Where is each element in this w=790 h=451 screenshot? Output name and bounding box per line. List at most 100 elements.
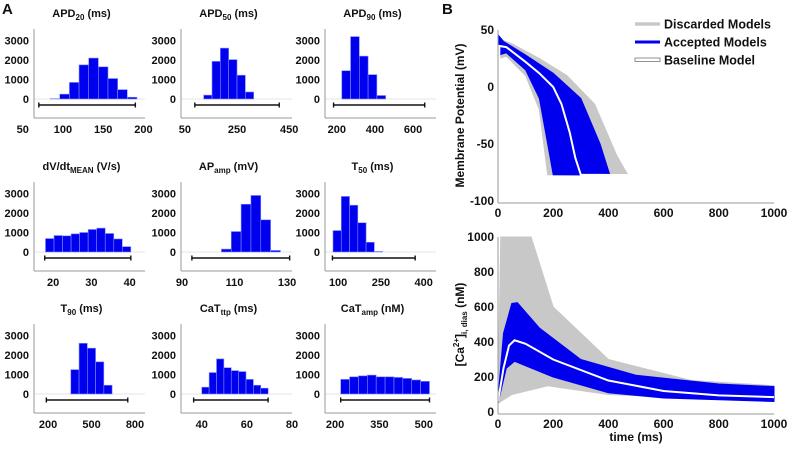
histogram-bar xyxy=(333,231,341,252)
histogram-bar xyxy=(231,232,241,252)
y-tick-label: 3000 xyxy=(5,331,29,343)
y-tick-label: 1000 xyxy=(5,75,29,87)
x-tick-label: 30 xyxy=(85,277,97,289)
histogram-bar xyxy=(54,236,63,252)
histogram-bar xyxy=(69,82,79,99)
histogram-bar xyxy=(271,250,281,252)
y-tick-label: 2000 xyxy=(152,208,176,220)
x-tick-label: 100 xyxy=(329,277,347,289)
legend-entry: Discarded Models xyxy=(664,18,771,32)
x-tick-label: 130 xyxy=(278,277,296,289)
histogram-bar xyxy=(60,94,70,99)
y-tick-label: 1000 xyxy=(5,370,29,382)
legend-swatch xyxy=(635,58,660,62)
x-tick-label: 200 xyxy=(543,206,563,220)
histogram-bar xyxy=(376,377,385,394)
histogram-bar xyxy=(71,234,80,252)
histogram-bar xyxy=(221,249,231,252)
histogram-bar xyxy=(394,377,403,394)
y-tick-label: 1000 xyxy=(152,228,176,240)
histogram-bar xyxy=(237,75,245,99)
y-tick-label: 400 xyxy=(474,335,494,349)
y-tick-label: 600 xyxy=(474,300,494,314)
y-tick-label: 0 xyxy=(170,247,176,259)
x-tick-label: 200 xyxy=(134,124,152,136)
histogram-bar xyxy=(217,359,224,394)
histogram-bar xyxy=(377,95,386,99)
histogram-bar xyxy=(63,236,72,252)
x-tick-label: 400 xyxy=(598,417,618,431)
x-tick-label: 800 xyxy=(709,206,729,220)
y-tick-label: 0 xyxy=(487,80,494,94)
y-tick-label: 2000 xyxy=(5,55,29,67)
histogram-title: APD20 (ms) xyxy=(52,8,111,22)
y-tick-label: 3000 xyxy=(296,36,320,48)
y-tick-label: 0 xyxy=(314,247,320,259)
y-tick-label: 2000 xyxy=(152,55,176,67)
histogram-bar xyxy=(359,56,368,99)
histogram-bar xyxy=(351,37,360,99)
histogram-bar xyxy=(350,205,358,252)
histogram-bar xyxy=(241,204,251,252)
y-tick-label: 3000 xyxy=(152,189,176,201)
histogram-bar xyxy=(358,376,367,394)
histogram-bar xyxy=(253,385,260,394)
y-axis-label: [Ca2+]i, dias (nM) xyxy=(452,283,469,367)
y-tick-label: 2000 xyxy=(5,350,29,362)
x-tick-label: 250 xyxy=(228,124,246,136)
histogram-bar xyxy=(122,247,131,252)
histogram-bar xyxy=(204,95,212,99)
x-tick-label: 400 xyxy=(598,206,618,220)
histogram-bar xyxy=(246,379,253,394)
x-tick-label: 400 xyxy=(366,124,384,136)
y-tick-label: 200 xyxy=(474,370,494,384)
y-tick-label: 2000 xyxy=(5,208,29,220)
x-tick-label: 40 xyxy=(124,277,136,289)
y-tick-label: 0 xyxy=(487,405,494,419)
y-tick-label: 0 xyxy=(314,94,320,106)
histogram-bar xyxy=(403,378,412,394)
x-tick-label: 600 xyxy=(654,417,674,431)
x-tick-label: 600 xyxy=(654,206,674,220)
y-tick-label: 3000 xyxy=(296,331,320,343)
y-tick-label: 3000 xyxy=(5,36,29,48)
legend-entry: Baseline Model xyxy=(664,54,755,68)
x-tick-label: 350 xyxy=(370,419,388,431)
histogram-bar xyxy=(224,368,231,394)
x-tick-label: 600 xyxy=(404,124,422,136)
x-tick-label: 200 xyxy=(543,417,563,431)
x-tick-label: 500 xyxy=(415,419,433,431)
histogram-bar xyxy=(421,381,430,394)
histogram-bar xyxy=(385,377,394,394)
histogram-bar xyxy=(118,90,128,99)
y-tick-label: 3000 xyxy=(5,189,29,201)
x-tick-label: 500 xyxy=(82,419,100,431)
x-tick-label: 200 xyxy=(326,419,344,431)
x-tick-label: 200 xyxy=(39,419,57,431)
histogram-title: APamp (mV) xyxy=(199,161,259,175)
histogram-title: APD90 (ms) xyxy=(343,8,402,22)
histogram-bar xyxy=(80,233,89,253)
y-tick-label: 2000 xyxy=(296,208,320,220)
histogram-bar xyxy=(104,385,112,394)
y-tick-label: 800 xyxy=(474,265,494,279)
x-tick-label: 80 xyxy=(286,419,298,431)
histogram-bar xyxy=(229,60,237,99)
x-tick-label: 40 xyxy=(196,419,208,431)
x-tick-label: 1000 xyxy=(761,417,788,431)
y-tick-label: 1000 xyxy=(152,370,176,382)
y-axis-label: Membrane Potential (mV) xyxy=(453,43,467,187)
histogram-title: CaTttp (ms) xyxy=(200,303,258,317)
